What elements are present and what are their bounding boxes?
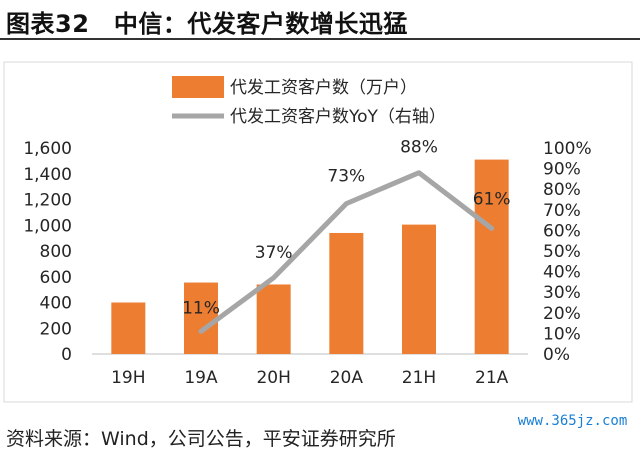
bar — [402, 225, 436, 354]
x-tick-label: 20H — [256, 368, 290, 388]
y-left-tick-label: 800 — [40, 242, 72, 262]
y-right-tick-label: 0% — [543, 345, 570, 365]
y-left-tick-label: 200 — [40, 319, 72, 339]
legend-swatch-bar — [172, 76, 224, 98]
bar — [257, 284, 291, 354]
y-left-tick-label: 600 — [40, 268, 72, 288]
source-note: 资料来源：Wind，公司公告，平安证券研究所 — [6, 424, 396, 451]
x-tick-label: 19A — [184, 368, 218, 388]
y-left-tick-label: 1,000 — [23, 216, 72, 236]
y-right-tick-label: 40% — [543, 263, 581, 283]
x-tick-label: 21A — [475, 368, 509, 388]
y-right-tick-label: 10% — [543, 324, 581, 344]
legend-label-bar: 代发工资客户数（万户） — [230, 78, 417, 98]
x-tick-label: 21H — [402, 368, 436, 388]
y-left-tick-label: 400 — [40, 294, 72, 314]
yoy-data-label: 61% — [473, 189, 511, 209]
legend-label-line: 代发工资客户数YoY（右轴） — [230, 107, 446, 127]
y-right-tick-label: 30% — [543, 283, 581, 303]
yoy-data-label: 88% — [400, 138, 438, 158]
bar — [111, 303, 145, 355]
y-left-tick-label: 0 — [61, 345, 72, 365]
yoy-data-label: 11% — [182, 298, 220, 318]
x-tick-label: 19H — [111, 368, 145, 388]
y-right-tick-label: 60% — [543, 221, 581, 241]
y-right-tick-label: 90% — [543, 160, 581, 180]
y-left-tick-label: 1,200 — [23, 191, 72, 211]
watermark: www.365jz.com — [505, 412, 640, 430]
y-right-tick-label: 20% — [543, 304, 581, 324]
bar — [329, 233, 363, 354]
y-right-tick-label: 70% — [543, 201, 581, 221]
y-left-tick-label: 1,600 — [23, 139, 72, 159]
y-left-tick-label: 1,400 — [23, 165, 72, 185]
y-right-tick-label: 100% — [543, 139, 592, 159]
x-tick-label: 20A — [330, 368, 364, 388]
y-right-tick-label: 50% — [543, 242, 581, 262]
yoy-data-label: 73% — [327, 167, 365, 187]
y-right-tick-label: 80% — [543, 180, 581, 200]
yoy-data-label: 37% — [255, 243, 293, 263]
